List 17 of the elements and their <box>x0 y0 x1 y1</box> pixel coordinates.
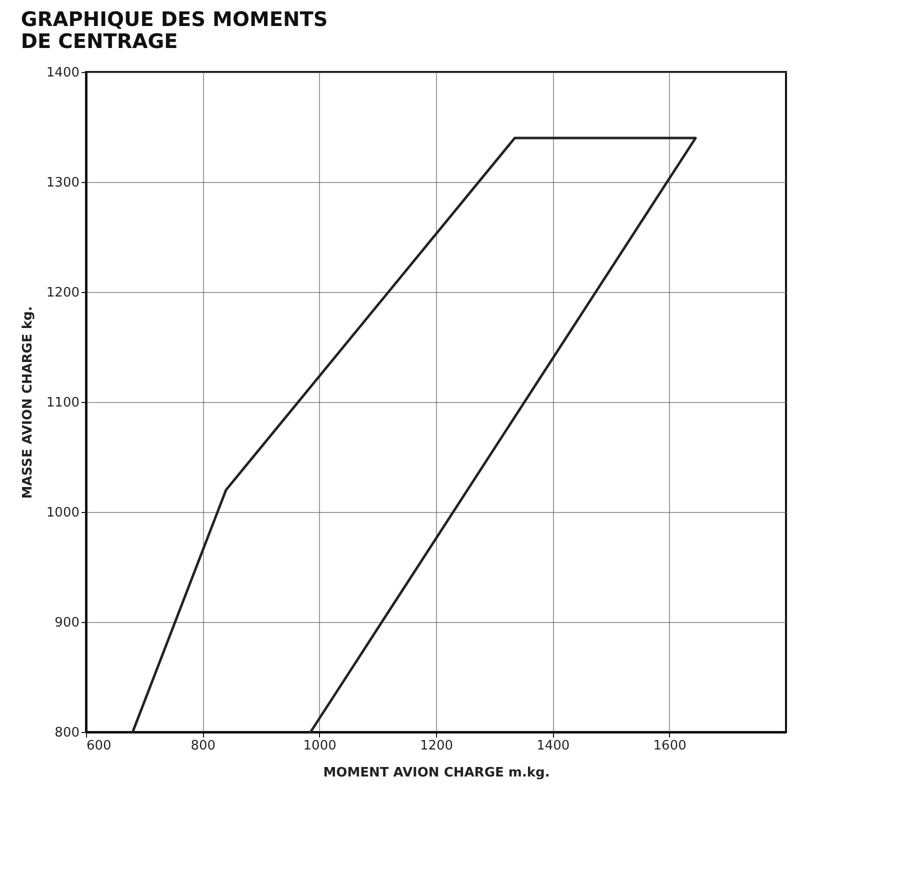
text: DE CENTRAGE <box>20 29 178 53</box>
y-tick-label: 800 <box>54 726 80 740</box>
x-tick-label: 600 <box>86 738 112 754</box>
x-tick-label: 1200 <box>420 738 454 754</box>
y-tick-label: 900 <box>54 616 80 630</box>
x-tick-label: 1400 <box>536 738 570 754</box>
y-tick-label: 1200 <box>46 286 80 300</box>
y-axis-title: MASSE AVION CHARGE kg. <box>20 306 36 499</box>
x-axis-title: MOMENT AVION CHARGE m.kg. <box>323 766 550 780</box>
y-tick-label: 1000 <box>46 506 80 520</box>
x-tick-label: 1600 <box>653 738 686 754</box>
y-tick-label: 1400 <box>46 66 80 80</box>
text: GRAPHIQUE DES MOMENTS <box>20 7 328 31</box>
x-tick-label: 1000 <box>303 738 336 754</box>
y-tick-label: 1300 <box>46 176 80 190</box>
x-tick-label: 800 <box>190 738 216 754</box>
y-tick-label: 1100 <box>46 396 80 410</box>
